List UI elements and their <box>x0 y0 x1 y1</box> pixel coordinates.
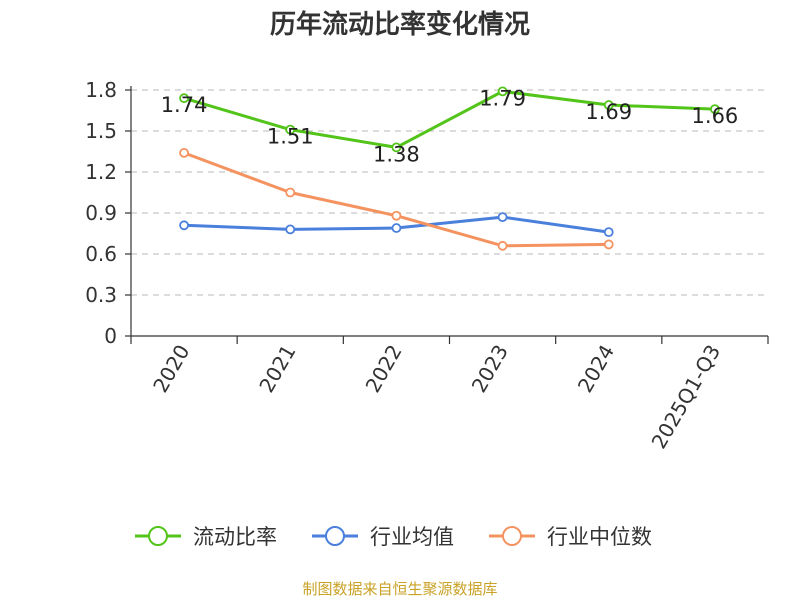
series-3-point <box>285 187 296 198</box>
data-label: 1.51 <box>267 125 314 149</box>
series-3-point <box>603 239 614 250</box>
x-tick-label: 2024 <box>573 341 619 397</box>
series-1-point <box>285 124 296 135</box>
series-2-point <box>285 224 296 235</box>
legend-swatch-marker <box>148 526 168 546</box>
x-tick-label: 2022 <box>361 341 407 397</box>
y-tick-label: 1.2 <box>85 160 117 184</box>
chart-title: 历年流动比率变化情况 <box>269 10 530 40</box>
y-tick-label: 0.6 <box>85 242 117 266</box>
legend-swatch-marker <box>502 526 522 546</box>
legend-label: 流动比率 <box>193 525 277 549</box>
legend-label: 行业中位数 <box>547 525 652 549</box>
x-tick-label: 2021 <box>254 341 300 397</box>
series-line-1 <box>183 89 715 149</box>
data-label: 1.66 <box>692 104 739 128</box>
data-label: 1.38 <box>373 142 420 166</box>
series-2-point <box>179 220 189 231</box>
legend: 流动比率 行业均值 行业中位数 <box>135 525 652 549</box>
y-tick-label: 0 <box>104 324 117 348</box>
series-3-point <box>179 147 189 158</box>
series-2-point <box>391 223 402 233</box>
data-source-note: 制图数据来自恒生聚源数据库 <box>302 580 498 598</box>
data-label: 1.69 <box>585 100 632 124</box>
x-tick-label: 2023 <box>467 341 513 397</box>
data-label: 1.74 <box>161 93 208 117</box>
series-1-point <box>710 104 720 115</box>
series-2-point <box>603 227 614 238</box>
data-label: 1.79 <box>479 86 526 110</box>
y-tick-label: 1.5 <box>85 119 117 143</box>
grid-lines <box>131 89 768 296</box>
y-tick-label: 0.9 <box>85 201 117 225</box>
x-axis-ticks: 2020 2021 2022 2023 2024 2025Q1-Q3 <box>130 336 769 453</box>
y-tick-label: 1.8 <box>85 78 117 102</box>
x-tick-label: 2020 <box>148 341 194 397</box>
axes <box>130 86 768 337</box>
y-tick-label: 0.3 <box>85 283 117 307</box>
series-1-point <box>179 93 189 104</box>
series-2-point <box>497 212 508 223</box>
data-labels: 1.74 1.51 1.38 1.79 1.69 1.66 <box>161 86 739 166</box>
series-3-point <box>497 240 508 251</box>
series-group <box>179 86 720 251</box>
legend-swatch-marker <box>325 526 345 546</box>
legend-label: 行业均值 <box>370 525 454 549</box>
series-1-point <box>497 86 508 97</box>
y-axis-ticks: 0 0.3 0.6 0.9 1.2 1.5 1.8 <box>85 78 131 348</box>
x-tick-label: 2025Q1-Q3 <box>647 341 726 453</box>
series-1-point <box>391 142 402 153</box>
series-1-point <box>603 100 614 110</box>
series-3-point <box>391 210 402 221</box>
